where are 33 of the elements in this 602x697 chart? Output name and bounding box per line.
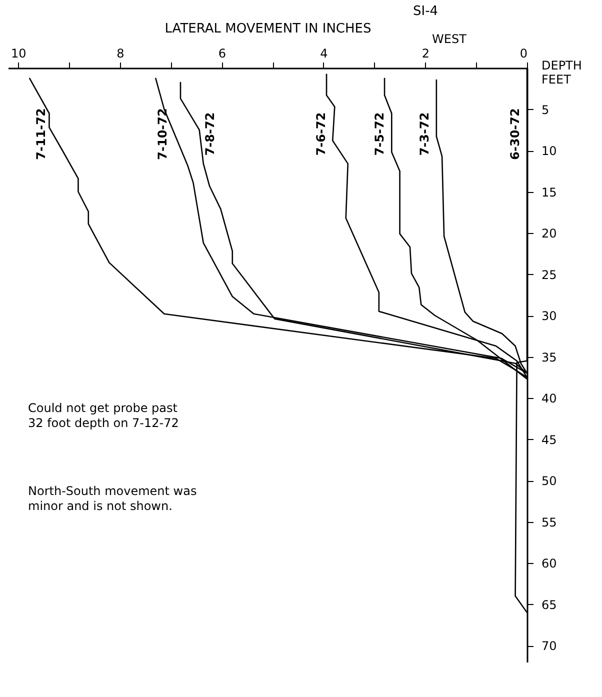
y-tick-label: 25: [542, 268, 557, 282]
x-axis-title: LATERAL MOVEMENT IN INCHES: [164, 22, 372, 36]
text: 7-5-72: [372, 112, 387, 156]
x-tick-label: 2: [422, 46, 430, 60]
y-tick-label: 55: [542, 515, 557, 530]
y-tick-label: 35: [542, 350, 557, 364]
text: 7-3-72: [417, 112, 432, 156]
y-tick-label: 40: [542, 392, 557, 406]
chart-title: SI-4: [413, 4, 438, 19]
x-tick-label: 6: [218, 46, 226, 60]
text: 7-11-72: [34, 108, 48, 160]
y-tick-label: 50: [542, 474, 557, 488]
y-tick-label: 10: [542, 144, 557, 158]
y-tick-label: 65: [542, 598, 557, 612]
annotation: Could not get probe past 32 foot depth on 7-12-72: [28, 401, 179, 430]
y-tick-label: 20: [542, 226, 557, 240]
x-tick-label: 4: [320, 46, 328, 60]
text: 7-6-72: [314, 112, 328, 156]
y-tick-label: 15: [542, 185, 557, 200]
text: WEST: [432, 32, 468, 46]
x-tick-label: 8: [116, 46, 124, 60]
y-axis-title: DEPTH FEET: [542, 58, 582, 86]
y-tick-label: 5: [542, 102, 550, 117]
annotation: North-South movement was minor and is not shown.: [28, 484, 197, 513]
y-tick-label: 60: [542, 556, 557, 570]
text: 7-8-72: [202, 112, 217, 156]
x-tick-label: 0: [520, 46, 528, 60]
y-tick-label: 45: [542, 432, 557, 447]
x-tick-label: 10: [11, 46, 26, 60]
y-tick-label: 30: [542, 309, 557, 323]
text: 6-30-72: [508, 108, 522, 160]
text: 7-10-72: [156, 108, 170, 160]
y-tick-label: 70: [542, 639, 557, 653]
